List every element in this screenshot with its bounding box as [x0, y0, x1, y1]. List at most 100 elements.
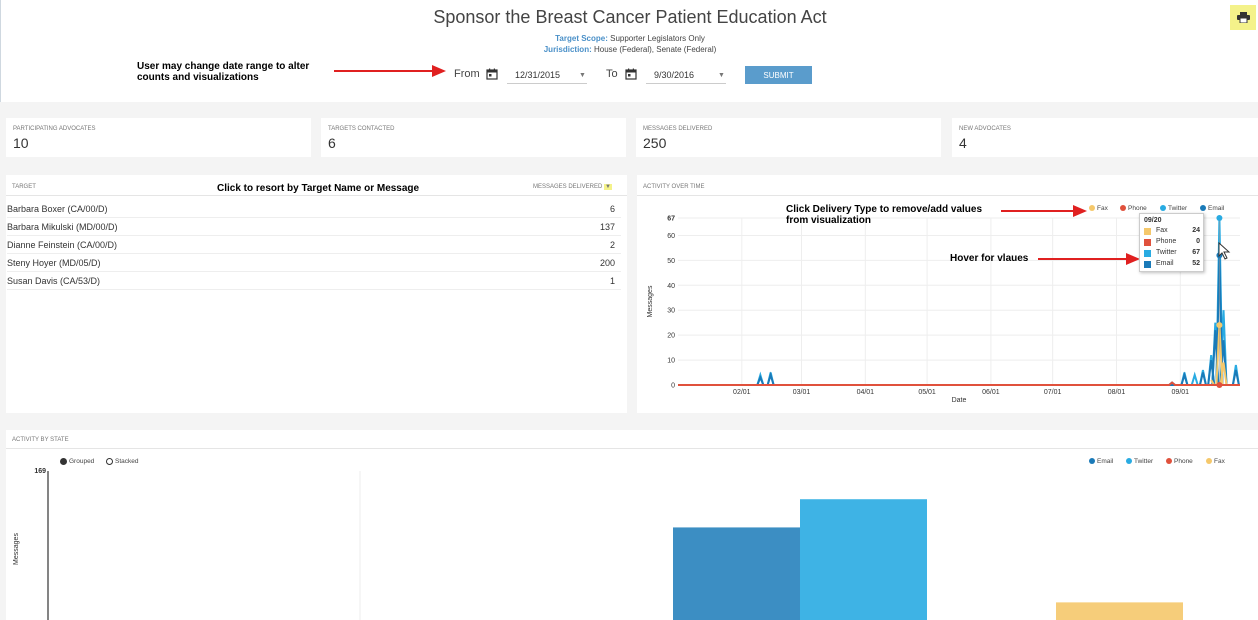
chevron-down-icon[interactable]: ▼	[579, 72, 586, 79]
target-messages: 1	[609, 275, 615, 286]
x-tick-label: 03/01	[793, 389, 811, 396]
tooltip-value: 0	[1196, 238, 1200, 245]
stat-label: PARTICIPATING ADVOCATES	[13, 126, 96, 132]
x-tick-label: 07/01	[1044, 389, 1062, 396]
activity-by-state-chart[interactable]: 169 Messages	[6, 449, 1258, 620]
tooltip-row: Phone 0	[1144, 238, 1200, 248]
stat-value: 10	[13, 135, 29, 151]
legend-twitter[interactable]: Twitter	[1160, 205, 1187, 212]
tooltip-value: 52	[1192, 260, 1200, 267]
target-messages: 200	[599, 257, 615, 268]
y-tick-label: 50	[667, 258, 675, 265]
table-row[interactable]: Dianne Feinstein (CA/00/D) 2	[7, 236, 621, 254]
annotation-resort: Click to resort by Target Name or Messag…	[217, 183, 420, 194]
annotation-date-range: User may change date range to alter coun…	[137, 61, 310, 83]
from-label: From	[454, 68, 480, 80]
tooltip-row: Fax 24	[1144, 227, 1200, 237]
calendar-icon[interactable]	[486, 68, 498, 80]
stat-value: 250	[643, 135, 667, 151]
series-line-email	[678, 255, 1240, 386]
legend-fax[interactable]: Fax	[1206, 458, 1225, 465]
x-tick-label: 06/01	[982, 389, 1000, 396]
y-tick-label: 169	[34, 468, 46, 475]
y-axis-label: Messages	[647, 285, 654, 317]
tooltip-name: Email	[1156, 260, 1174, 267]
divider	[6, 195, 627, 196]
fax-dot-icon	[1206, 458, 1212, 465]
table-row[interactable]: Barbara Boxer (CA/00/D) 6	[7, 200, 621, 218]
mode-grouped-radio[interactable]: Grouped	[60, 458, 94, 465]
legend-fax-label: Fax	[1097, 205, 1108, 212]
to-date-input[interactable]	[646, 66, 726, 84]
activity-by-state-panel	[6, 430, 1258, 620]
mode-stacked-radio[interactable]: Stacked	[106, 458, 139, 465]
phone-swatch-icon	[1144, 239, 1151, 246]
submit-button[interactable]: SUBMIT	[745, 66, 812, 84]
x-tick-label: 09/01	[1172, 389, 1190, 396]
activity-over-time-label: ACTIVITY OVER TIME	[643, 184, 705, 190]
stat-value: 4	[959, 135, 967, 151]
legend-phone[interactable]: Phone	[1120, 205, 1147, 212]
annotation-arrow	[1038, 253, 1140, 265]
table-row[interactable]: Steny Hoyer (MD/05/D) 200	[7, 254, 621, 272]
tooltip-name: Twitter	[1156, 249, 1177, 256]
annotation-arrow	[1001, 205, 1087, 217]
x-tick-label: 08/01	[1108, 389, 1126, 396]
mode-grouped-label: Grouped	[69, 458, 95, 466]
annotation-arrow	[334, 65, 446, 77]
table-row[interactable]: Barbara Mikulski (MD/00/D) 137	[7, 218, 621, 236]
target-scope: Target Scope: Supporter Legislators Only	[1, 34, 1258, 43]
target-name: Susan Davis (CA/53/D)	[7, 275, 101, 286]
tooltip-name: Phone	[1156, 238, 1177, 245]
jurisdiction: Jurisdiction: House (Federal), Senate (F…	[1, 45, 1258, 54]
legend-phone[interactable]: Phone	[1166, 458, 1193, 465]
stat-label: TARGETS CONTACTED	[328, 126, 395, 132]
column-header-messages-delivered[interactable]: MESSAGES DELIVERED ▼	[533, 184, 612, 190]
legend-email[interactable]: Email	[1089, 458, 1113, 465]
stat-card-new-advocates: NEW ADVOCATES 4	[952, 118, 1258, 157]
from-date-input[interactable]	[507, 66, 587, 84]
phone-dot-icon	[1120, 205, 1126, 212]
legend-fax[interactable]: Fax	[1089, 205, 1108, 212]
hover-point-fax	[1216, 322, 1223, 329]
x-tick-label: 02/01	[733, 389, 751, 396]
bar-twitter	[800, 499, 927, 620]
calendar-icon[interactable]	[625, 68, 637, 80]
print-button[interactable]	[1230, 5, 1256, 30]
chart-tooltip: 09/20 Fax 24 Phone 0 Twitter 67 Email 52	[1139, 213, 1204, 272]
stat-card-targets-contacted: TARGETS CONTACTED 6	[321, 118, 626, 157]
legend-fax-label: Fax	[1214, 458, 1225, 465]
column-header-target[interactable]: TARGET	[12, 184, 36, 190]
target-name: Barbara Mikulski (MD/00/D)	[7, 221, 118, 232]
y-tick-label: 10	[667, 358, 675, 365]
radio-selected-icon	[60, 458, 67, 465]
column-header-messages-label: MESSAGES DELIVERED	[533, 184, 603, 190]
target-messages: 137	[599, 221, 615, 232]
bar-email	[673, 527, 800, 620]
legend-email-label: Email	[1097, 458, 1114, 465]
target-scope-value: Supporter Legislators Only	[610, 34, 705, 43]
email-swatch-icon	[1144, 261, 1151, 268]
email-dot-icon	[1200, 205, 1206, 212]
sort-desc-icon: ▼	[604, 184, 612, 190]
target-name: Barbara Boxer (CA/00/D)	[7, 203, 108, 214]
tooltip-date: 09/20	[1144, 217, 1162, 224]
chevron-down-icon[interactable]: ▼	[718, 72, 725, 79]
y-tick-label: 40	[667, 283, 675, 290]
table-row[interactable]: Susan Davis (CA/53/D) 1	[7, 272, 621, 290]
target-name: Steny Hoyer (MD/05/D)	[7, 257, 101, 268]
fax-dot-icon	[1089, 205, 1095, 212]
stat-label: NEW ADVOCATES	[959, 126, 1011, 132]
legend-twitter[interactable]: Twitter	[1126, 458, 1153, 465]
email-dot-icon	[1089, 458, 1095, 465]
tooltip-value: 24	[1192, 227, 1200, 234]
y-axis-label: Messages	[13, 533, 20, 565]
legend-email[interactable]: Email	[1200, 205, 1224, 212]
target-scope-label: Target Scope:	[555, 34, 608, 43]
y-tick-label: 60	[667, 233, 675, 240]
divider	[637, 195, 1258, 196]
x-tick-label: 04/01	[857, 389, 875, 396]
tooltip-row: Twitter 67	[1144, 249, 1200, 259]
tooltip-value: 67	[1192, 249, 1200, 256]
annotation-hover: Hover for vlaues	[950, 253, 1029, 264]
